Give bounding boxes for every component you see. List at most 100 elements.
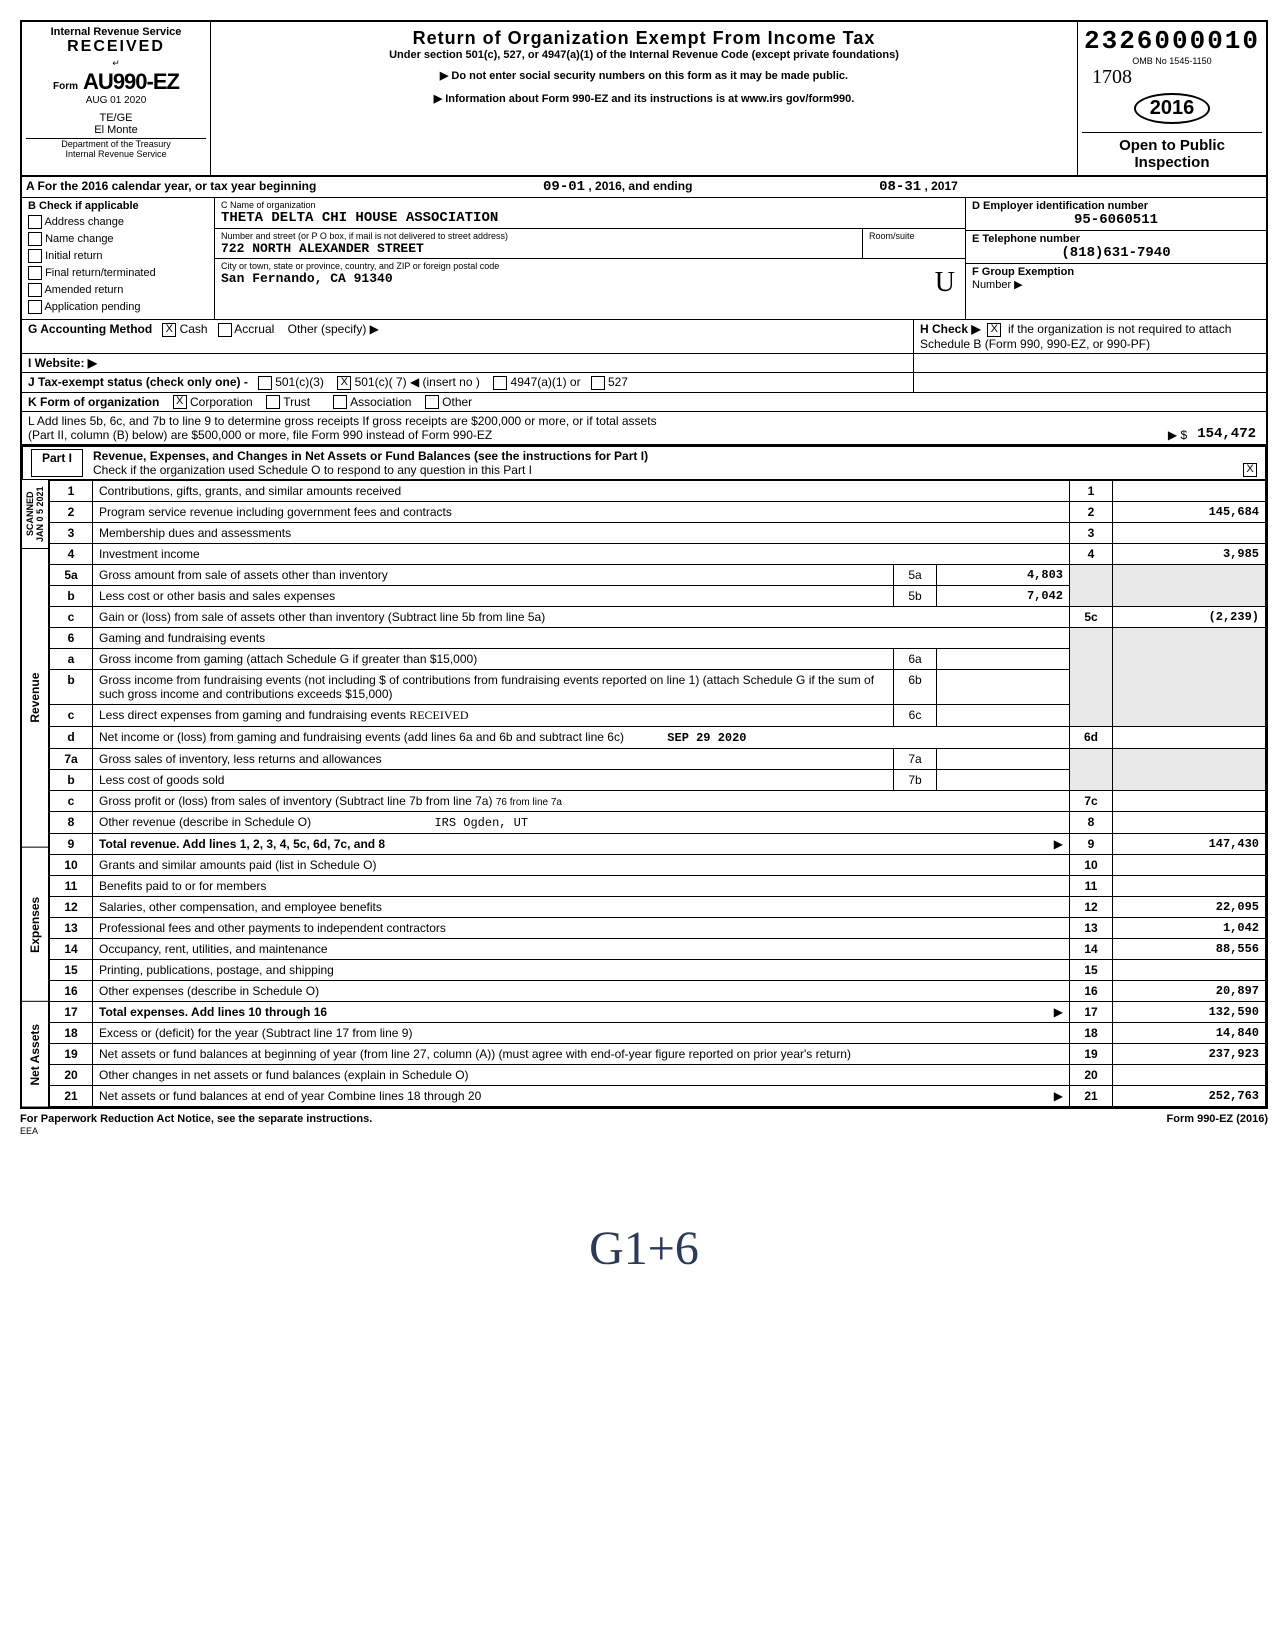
cb-amended-return[interactable]: Amended return (28, 283, 208, 297)
val-19: 237,923 (1113, 1044, 1266, 1065)
handwritten-initial: U (935, 267, 955, 299)
section-b: B Check if applicable Address change Nam… (22, 198, 215, 319)
line-5a: 5a Gross amount from sale of assets othe… (50, 565, 1266, 586)
line-16: 16Other expenses (describe in Schedule O… (50, 981, 1266, 1002)
section-i-label: I Website: ▶ (28, 356, 97, 370)
tege: TE/GE (26, 112, 206, 124)
val-16: 20,897 (1113, 981, 1266, 1002)
section-c: C Name of organization THETA DELTA CHI H… (215, 198, 965, 319)
pra-notice: For Paperwork Reduction Act Notice, see … (20, 1113, 372, 1125)
part1-check-note: Check if the organization used Schedule … (93, 463, 532, 477)
section-a-row: A For the 2016 calendar year, or tax yea… (22, 177, 1266, 198)
org-name: THETA DELTA CHI HOUSE ASSOCIATION (221, 210, 959, 226)
stamp-7b-overlay: 76 from line 7a (496, 797, 562, 808)
val-18: 14,840 (1113, 1023, 1266, 1044)
cb-527[interactable] (591, 376, 605, 390)
section-e-label: E Telephone number (972, 233, 1260, 245)
form-990ez: Internal Revenue Service RECEIVED ↵ Form… (20, 20, 1268, 1109)
title-box: Return of Organization Exempt From Incom… (211, 22, 1077, 175)
cb-501c[interactable]: X (337, 376, 351, 390)
name-label: C Name of organization (221, 200, 959, 210)
line-7a: 7a Gross sales of inventory, less return… (50, 749, 1266, 770)
cb-4947[interactable] (493, 376, 507, 390)
line-13: 13Professional fees and other payments t… (50, 918, 1266, 939)
form-number: Form AU990-EZ (26, 69, 206, 95)
irs-stamp-box: Internal Revenue Service RECEIVED ↵ Form… (22, 22, 211, 175)
gross-receipts: 154,472 (1197, 426, 1256, 442)
cb-schedule-b[interactable]: X (987, 323, 1001, 337)
val-2: 145,684 (1113, 502, 1266, 523)
cb-name-change[interactable]: Name change (28, 232, 208, 246)
line-20: 20Other changes in net assets or fund ba… (50, 1065, 1266, 1086)
cb-corporation[interactable]: X (173, 395, 187, 409)
val-5c: (2,239) (1113, 607, 1266, 628)
agency-line: Internal Revenue Service (26, 26, 206, 38)
irs-ogden-stamp: IRS Ogden, UT (434, 816, 528, 830)
ssn-note: ▶ Do not enter social security numbers o… (221, 69, 1067, 82)
section-f-label: F Group Exemption (972, 266, 1260, 278)
row-j: J Tax-exempt status (check only one) - 5… (22, 373, 1266, 393)
val-12: 22,095 (1113, 897, 1266, 918)
handwritten-signature: G1+6 (20, 1221, 1268, 1276)
section-j-label: J Tax-exempt status (check only one) - (28, 375, 248, 389)
val-21: 252,763 (1113, 1086, 1266, 1107)
row-i: I Website: ▶ (22, 354, 1266, 373)
line-19: 19Net assets or fund balances at beginni… (50, 1044, 1266, 1065)
revenue-label: Revenue (22, 549, 48, 848)
cb-final-return[interactable]: Final return/terminated (28, 266, 208, 280)
cb-other-org[interactable] (425, 395, 439, 409)
line-10: 10Grants and similar amounts paid (list … (50, 855, 1266, 876)
footer: For Paperwork Reduction Act Notice, see … (20, 1109, 1268, 1141)
cb-initial-return[interactable]: Initial return (28, 249, 208, 263)
line-1: 1 Contributions, gifts, grants, and simi… (50, 481, 1266, 502)
telephone: (818)631-7940 (972, 245, 1260, 261)
street: 722 NORTH ALEXANDER STREET (221, 241, 856, 256)
tax-year-oval: 2016 (1134, 93, 1211, 124)
section-k-label: K Form of organization (28, 395, 159, 409)
entity-block: B Check if applicable Address change Nam… (22, 198, 1266, 320)
control-number: 2326000010 (1082, 26, 1262, 56)
line-14: 14Occupancy, rent, utilities, and mainte… (50, 939, 1266, 960)
cb-association[interactable] (333, 395, 347, 409)
omb-number: OMB No 1545-1150 (1082, 56, 1262, 66)
val-13: 1,042 (1113, 918, 1266, 939)
form-subtitle: Under section 501(c), 527, or 4947(a)(1)… (221, 49, 1067, 61)
section-d-label: D Employer identification number (972, 200, 1260, 212)
line-9: 9 Total revenue. Add lines 1, 2, 3, 4, 5… (50, 834, 1266, 855)
cb-schedule-o-part1[interactable]: X (1243, 463, 1257, 477)
cb-address-change[interactable]: Address change (28, 215, 208, 229)
line-18: 18Excess or (deficit) for the year (Subt… (50, 1023, 1266, 1044)
right-header-box: 2326000010 OMB No 1545-1150 1708 2016 Op… (1077, 22, 1266, 175)
open-to-public: Open to Public Inspection (1082, 132, 1262, 171)
line-6d: d Net income or (loss) from gaming and f… (50, 727, 1266, 749)
val-4: 3,985 (1113, 544, 1266, 565)
irs-line-small: Internal Revenue Service (26, 149, 206, 159)
cb-cash[interactable]: X (162, 323, 176, 337)
cb-501c3[interactable] (258, 376, 272, 390)
scanned-label: SCANNED JAN 0 5 2021 (22, 480, 48, 549)
sep-stamp: SEP 29 2020 (667, 731, 746, 745)
line-21: 21Net assets or fund balances at end of … (50, 1086, 1266, 1107)
val-5b: 7,042 (937, 586, 1070, 607)
expenses-label: Expenses (22, 848, 48, 1002)
part1-title: Revenue, Expenses, and Changes in Net As… (93, 449, 471, 463)
cb-application-pending[interactable]: Application pending (28, 300, 208, 314)
form-title: Return of Organization Exempt From Incom… (221, 28, 1067, 49)
section-l-text1: L Add lines 5b, 6c, and 7b to line 9 to … (28, 414, 1044, 428)
line-11: 11Benefits paid to or for members11 (50, 876, 1266, 897)
line-2: 2 Program service revenue including gove… (50, 502, 1266, 523)
part1-table: SCANNED JAN 0 5 2021 Revenue Expenses Ne… (22, 480, 1266, 1107)
eea: EEA (20, 1126, 38, 1136)
val-17: 132,590 (1113, 1002, 1266, 1023)
room-suite-label: Room/suite (869, 231, 959, 241)
stamp-date: AUG 01 2020 (26, 95, 206, 106)
cb-trust[interactable] (266, 395, 280, 409)
ein: 95-6060511 (972, 212, 1260, 228)
line-5c: c Gain or (loss) from sale of assets oth… (50, 607, 1266, 628)
received-word: RECEIVED (26, 38, 206, 56)
city-state-zip: San Fernando, CA 91340 (221, 271, 959, 286)
cb-accrual[interactable] (218, 323, 232, 337)
section-a-label: A For the 2016 calendar year, or tax yea… (26, 179, 316, 193)
received-overlay: RECEIVED (409, 708, 468, 722)
row-k: K Form of organization X Corporation Tru… (22, 393, 1266, 413)
